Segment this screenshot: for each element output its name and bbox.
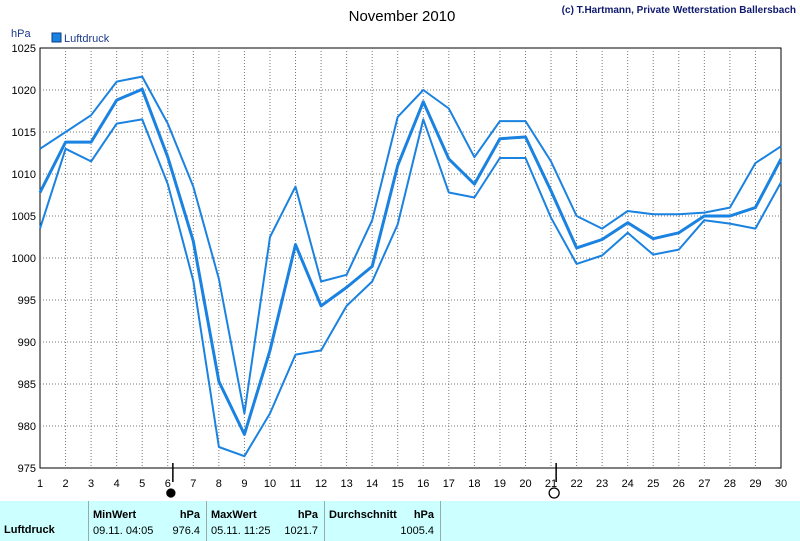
new-moon-icon — [166, 488, 176, 498]
x-tick-label-1: 2 — [62, 478, 68, 490]
max-value: 1021.7 — [284, 525, 318, 537]
x-tick-label-8: 9 — [241, 478, 247, 490]
stats-min-cell: MinWert hPa 09.11. 04:05 976.4 — [89, 501, 207, 541]
stats-panel: Luftdruck MinWert hPa 09.11. 04:05 976.4… — [0, 501, 800, 541]
chart-credit: (c) T.Hartmann, Private Wetterstation Ba… — [562, 5, 796, 16]
x-tick-label-11: 12 — [315, 478, 327, 490]
y-tick-label-10: 1025 — [12, 43, 36, 55]
x-tick-label-14: 15 — [392, 478, 404, 490]
x-tick-label-20: 21 — [545, 478, 557, 490]
y-tick-label-8: 1015 — [12, 127, 36, 139]
y-tick-label-1: 980 — [18, 421, 36, 433]
y-axis-ticks: 975 980 985 990 995 1000 1005 1010 1015 1020 1025 — [12, 43, 36, 475]
y-tick-label-5: 1000 — [12, 253, 36, 265]
min-label: MinWert — [93, 509, 137, 521]
y-tick-label-3: 990 — [18, 337, 36, 349]
avg-label: Durchschnitt — [329, 509, 397, 521]
full-moon-icon — [548, 487, 560, 499]
x-tick-label-17: 18 — [468, 478, 480, 490]
series-line-mean — [38, 87, 783, 436]
series-line-max — [39, 75, 782, 415]
max-time: 05.11. 11:25 — [211, 525, 271, 537]
max-unit: hPa — [297, 509, 318, 521]
x-tick-label-29: 30 — [775, 478, 787, 490]
x-tick-label-12: 13 — [340, 478, 352, 490]
series-line-min — [39, 118, 782, 458]
y-tick-label-9: 1020 — [12, 85, 36, 97]
x-tick-label-21: 22 — [570, 478, 582, 490]
x-tick-label-9: 10 — [264, 478, 276, 490]
legend-label: Luftdruck — [64, 33, 110, 45]
x-tick-label-0: 1 — [37, 478, 43, 490]
y-tick-label-0: 975 — [18, 463, 36, 475]
y-tick-label-7: 1010 — [12, 169, 36, 181]
x-tick-label-15: 16 — [417, 478, 429, 490]
x-tick-label-3: 4 — [114, 478, 120, 490]
x-tick-label-23: 24 — [622, 478, 634, 490]
chart-title: November 2010 — [349, 8, 456, 25]
x-tick-label-19: 20 — [519, 478, 531, 490]
avg-value: 1005.4 — [400, 525, 434, 537]
stats-max-cell: MaxWert hPa 05.11. 11:25 1021.7 — [207, 501, 325, 541]
moon-markers — [166, 463, 560, 499]
x-tick-label-13: 14 — [366, 478, 378, 490]
max-label: MaxWert — [211, 509, 257, 521]
x-tick-label-16: 17 — [443, 478, 455, 490]
avg-unit: hPa — [413, 509, 434, 521]
x-tick-label-2: 3 — [88, 478, 94, 490]
stats-row-label: Luftdruck — [4, 524, 55, 536]
x-tick-label-27: 28 — [724, 478, 736, 490]
legend-swatch — [51, 32, 62, 43]
y-axis-unit: hPa — [11, 28, 31, 40]
series-lines — [38, 75, 783, 458]
x-tick-label-5: 6 — [165, 478, 171, 490]
x-tick-label-7: 8 — [216, 478, 222, 490]
x-tick-label-24: 25 — [647, 478, 659, 490]
x-tick-label-22: 23 — [596, 478, 608, 490]
x-tick-label-4: 5 — [139, 478, 145, 490]
x-tick-label-28: 29 — [749, 478, 761, 490]
min-unit: hPa — [179, 509, 200, 521]
pressure-chart: November 2010 (c) T.Hartmann, Private We… — [11, 5, 796, 499]
y-tick-label-4: 995 — [18, 295, 36, 307]
y-tick-label-6: 1005 — [12, 211, 36, 223]
x-tick-label-26: 27 — [698, 478, 710, 490]
stats-avg-cell: Durchschnitt hPa 1005.4 — [325, 501, 441, 541]
stats-row-label-cell: Luftdruck — [0, 501, 89, 541]
x-axis-ticks: 1 2 3 4 5 6 7 8 9 10 11 12 13 14 15 16 17 18 19 20 21 22 23 24 2… — [37, 478, 787, 490]
min-time: 09.11. 04:05 — [93, 525, 154, 537]
x-tick-label-18: 19 — [494, 478, 506, 490]
x-tick-label-6: 7 — [190, 478, 196, 490]
x-tick-label-25: 26 — [673, 478, 685, 490]
y-tick-label-2: 985 — [18, 379, 36, 391]
min-value: 976.4 — [172, 525, 200, 537]
grid — [40, 48, 781, 468]
x-tick-label-10: 11 — [290, 478, 301, 490]
